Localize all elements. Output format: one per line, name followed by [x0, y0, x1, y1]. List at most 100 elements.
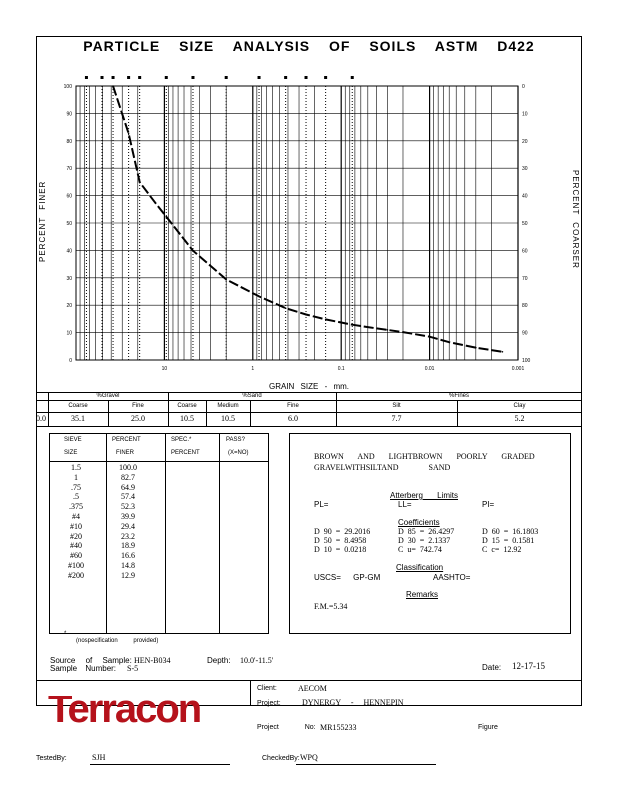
y-right-tick-label: 30 [522, 166, 528, 172]
plot-frame [75, 85, 519, 361]
figure-label: Figure [478, 724, 498, 731]
data-point [112, 85, 114, 87]
sieve-size-cell: #20 [70, 531, 82, 541]
group-fines: %Fines [448, 393, 469, 399]
subhead-sand-medium: Medium [217, 403, 239, 409]
sieve-finer-cell: 29.4 [121, 521, 135, 531]
data-point [127, 132, 130, 135]
y-right-tick-label: 50 [522, 221, 528, 227]
sieve-marker-top [127, 76, 131, 79]
remarks-heading: Remarks [406, 590, 439, 599]
subhead-sand-coarse: Coarse [177, 403, 197, 409]
sieve-finer-cell: 52.3 [121, 502, 135, 512]
project-no-value: MR155233 [320, 723, 357, 732]
description-line2: GRAVELWITHSILTAND SAND [314, 463, 451, 472]
sieve-marker-top [164, 76, 168, 79]
sieve-size-cell: #100 [68, 560, 84, 570]
date-value: 12-17-15 [512, 661, 545, 671]
footnote: (nospecification provided) [76, 638, 159, 644]
sieve-finer-cell: 100.0 [119, 463, 137, 472]
subhead-gravel-coarse: Coarse [68, 403, 88, 409]
classification-heading: Classification [396, 563, 444, 572]
report-frame [36, 36, 582, 706]
atterberg-pl: PL= [314, 500, 329, 509]
y-right-tick-label: 90 [522, 331, 528, 337]
data-point [402, 331, 404, 333]
y-left-axis-label: PERCENT FINER [38, 180, 47, 262]
y-right-tick-label: 40 [522, 194, 528, 200]
remarks-fm: F.M.=5.34 [314, 602, 348, 611]
sieve-finer-cell: 16.6 [121, 551, 135, 561]
x-tick-label: 0.01 [425, 366, 435, 372]
data-point [165, 215, 168, 218]
atterberg-ll: LL= [398, 500, 412, 509]
x-axis-label: GRAIN SIZE - mm. [269, 382, 349, 391]
data-point [367, 326, 369, 328]
depth-label: Depth: [207, 656, 231, 665]
y-right-tick-label: 60 [522, 248, 528, 254]
data-point [324, 318, 327, 321]
checked-by-value: WPQ [300, 753, 318, 762]
gradation-curve [112, 85, 503, 353]
sieve-size-cell: #200 [68, 570, 84, 580]
source-value: HEN-B034 [134, 656, 171, 665]
data-point [448, 341, 451, 343]
tested-by-value: SJH [92, 753, 106, 762]
sieve-size-cell: #60 [70, 551, 82, 561]
subhead-gravel-fine: Fine [132, 403, 144, 409]
y-right-tick-label: 100 [522, 358, 531, 364]
sieve-header-pass: PASS? [226, 437, 245, 443]
y-left-tick-label: 0 [69, 358, 72, 364]
sieve-header-size: SIEVE [64, 437, 82, 443]
sieve-size-cell: .75 [71, 482, 81, 492]
data-point [225, 278, 227, 281]
checked-by-label: CheckedBy: [262, 755, 300, 762]
group-gravel: %Gravel [96, 393, 120, 399]
sieve-size-cell: 1 [74, 472, 78, 482]
coefficients-heading: Coefficients [398, 518, 440, 527]
value-clay: 5.2 [514, 414, 525, 423]
sieve-subheader-percent: PERCENT [171, 450, 200, 456]
sieve-finer-cell: 18.9 [121, 541, 135, 551]
sieve-finer-cell: 14.8 [121, 560, 135, 570]
sieve-finer-cell: 82.7 [121, 472, 135, 482]
data-point [305, 313, 307, 316]
sieve-marker-top [224, 76, 228, 79]
depth-value: 10.0'-11.5' [240, 656, 274, 665]
y-left-tick-label: 50 [66, 221, 72, 227]
coef-d90: D 90 = 29.2016 [314, 527, 371, 536]
sieve-size-cell: #10 [70, 521, 82, 531]
atterberg-heading: Atterberg Limits [390, 491, 459, 500]
project-label: Project: [257, 700, 281, 707]
x-tick-label: 0.001 [512, 366, 525, 372]
classification-aashto: AASHTO= [433, 573, 471, 582]
data-point [192, 249, 194, 252]
sieve-marker-top [304, 76, 308, 79]
report-title: PARTICLE SIZE ANALYSIS OF SOILS ASTM D42… [83, 38, 535, 54]
sieve-marker-top [138, 76, 142, 79]
grain-size-chart: 1009080706050403020100010203040506070809… [64, 76, 531, 372]
data-point [428, 335, 431, 338]
project-value: DYNERGY - HENNEPIN [302, 698, 404, 707]
y-left-tick-label: 30 [66, 276, 72, 282]
data-point [154, 201, 157, 204]
tested-by-label: TestedBy: [36, 755, 67, 762]
sieve-subheader-size: SIZE [64, 450, 78, 456]
subhead-silt: Silt [392, 403, 401, 409]
y-left-tick-label: 40 [66, 248, 72, 254]
coef-d50: D 50 = 8.4958 [314, 536, 367, 545]
value-sand-coarse: 10.5 [180, 414, 194, 423]
sieve-size-column: 1.5 1.75.5.375 #4 #10 #20 #40 #60 #100 #200 [58, 463, 94, 581]
value-gravel-fine: 25.0 [131, 414, 145, 423]
data-point [138, 181, 141, 183]
sieve-finer-cell: 39.9 [121, 511, 135, 521]
sieve-finer-cell: 64.9 [121, 482, 135, 492]
sample-label: Sample Number: [50, 664, 117, 673]
value-gravel-coarse: 35.1 [71, 414, 85, 423]
sieve-marker-top [257, 76, 261, 79]
y-left-tick-label: 20 [66, 303, 72, 309]
project-no-label: Project No: [257, 724, 316, 731]
x-tick-label: 10 [162, 366, 168, 372]
y-left-tick-label: 100 [64, 84, 73, 90]
value-silt: 7.7 [391, 414, 402, 423]
